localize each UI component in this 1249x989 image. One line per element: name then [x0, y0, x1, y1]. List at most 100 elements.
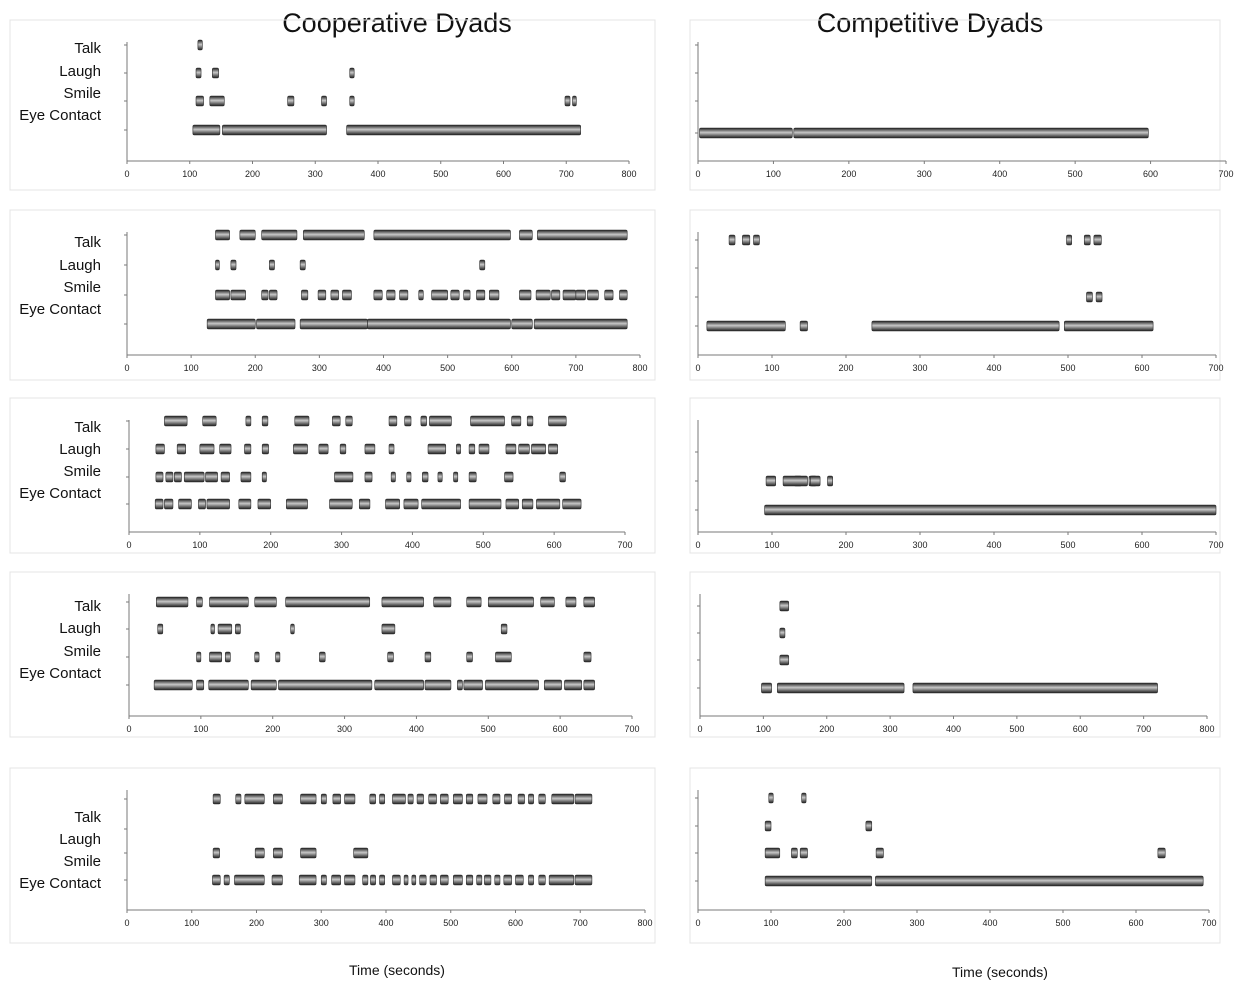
column-title-cooperative: Cooperative Dyads — [282, 8, 512, 38]
behavior-label: Smile — [63, 853, 101, 870]
behavior-interval-bar — [334, 471, 354, 483]
dyad-panel: 0 100 200 300 400 500 600 700 800 — [689, 571, 1221, 738]
behavior-interval-bar — [518, 443, 530, 455]
behavior-interval-bar — [793, 127, 1149, 139]
behavior-interval-bar — [319, 651, 326, 663]
behavior-interval-bar — [419, 874, 427, 886]
behavior-interval-bar — [403, 498, 419, 510]
behavior-interval-bar — [157, 623, 164, 635]
behavior-interval-bar — [422, 471, 429, 483]
behavior-label: Eye Contact — [19, 301, 102, 318]
x-tick-label: 600 — [504, 363, 519, 373]
x-tick-label: 0 — [695, 540, 700, 550]
behavior-interval-bar — [299, 318, 368, 330]
behavior-interval-bar — [387, 651, 394, 663]
x-tick-label: 500 — [433, 169, 448, 179]
behavior-interval-bar — [604, 289, 614, 301]
behavior-interval-bar — [1064, 320, 1154, 332]
x-tick-label: 500 — [1068, 169, 1083, 179]
x-axis-label-right: Time (seconds) — [952, 964, 1048, 980]
behavior-label: Eye Contact — [19, 485, 102, 502]
behavior-interval-bar — [764, 504, 1217, 516]
x-tick-label: 400 — [946, 724, 961, 734]
behavior-interval-bar — [164, 415, 188, 427]
x-tick-label: 700 — [1208, 363, 1223, 373]
dyad-panel: 0 100 200 300 400 500 600 700 — [689, 767, 1221, 944]
behavior-interval-bar — [575, 289, 586, 301]
behavior-interval-bar — [540, 596, 555, 608]
behavior-label: Smile — [63, 463, 101, 480]
behavior-interval-bar — [303, 229, 365, 241]
behavior-interval-bar — [222, 124, 327, 136]
behavior-interval-bar — [1095, 291, 1103, 303]
behavior-interval-bar — [421, 498, 461, 510]
behavior-interval-bar — [424, 651, 432, 663]
behavior-label: Talk — [74, 40, 101, 57]
behavior-interval-bar — [300, 793, 317, 805]
behavior-interval-bar — [468, 443, 476, 455]
behavior-interval-bar — [504, 793, 512, 805]
x-tick-label: 500 — [1060, 540, 1075, 550]
behavior-interval-bar — [535, 289, 551, 301]
behavior-interval-bar — [424, 679, 452, 691]
behavior-interval-bar — [478, 443, 490, 455]
behavior-interval-bar — [548, 443, 558, 455]
x-tick-label: 300 — [909, 918, 924, 928]
x-tick-label: 600 — [553, 724, 568, 734]
behavior-interval-bar — [209, 651, 222, 663]
x-tick-label: 300 — [912, 540, 927, 550]
behavior-interval-bar — [407, 793, 414, 805]
behavior-interval-bar — [286, 498, 308, 510]
x-tick-label: 200 — [265, 724, 280, 734]
x-tick-label: 600 — [1143, 169, 1158, 179]
behavior-interval-bar — [420, 415, 427, 427]
behavior-interval-bar — [456, 443, 461, 455]
behavior-interval-bar — [330, 289, 339, 301]
behavior-interval-bar — [301, 289, 309, 301]
dyad-panel: 0 100 200 300 400 500 600 700 800 Talk Laugh Smile E… — [9, 19, 656, 191]
behavior-interval-bar — [538, 874, 546, 886]
x-tick-label: 600 — [547, 540, 562, 550]
behavior-label: Talk — [74, 598, 101, 615]
behavior-interval-bar — [234, 874, 265, 886]
behavior-interval-bar — [379, 793, 386, 805]
behavior-interval-bar — [495, 651, 512, 663]
behavior-interval-bar — [587, 289, 599, 301]
behavior-interval-bar — [287, 95, 295, 107]
behavior-interval-bar — [362, 874, 369, 886]
behavior-interval-bar — [217, 623, 233, 635]
x-tick-label: 200 — [838, 540, 853, 550]
x-tick-label: 0 — [124, 918, 129, 928]
panel-frame — [9, 767, 656, 944]
behavior-interval-bar — [1093, 234, 1102, 246]
behavior-interval-bar — [463, 289, 471, 301]
behavior-label: Laugh — [59, 620, 101, 637]
x-tick-label: 300 — [308, 169, 323, 179]
behavior-interval-bar — [505, 443, 517, 455]
behavior-interval-bar — [230, 289, 246, 301]
behavior-interval-bar — [320, 793, 327, 805]
x-tick-label: 800 — [637, 918, 652, 928]
behavior-interval-bar — [183, 471, 205, 483]
behavior-label: Laugh — [59, 63, 101, 80]
behavior-interval-bar — [511, 318, 533, 330]
behavior-interval-bar — [212, 793, 221, 805]
behavior-interval-bar — [257, 498, 272, 510]
behavior-interval-bar — [195, 95, 204, 107]
x-tick-label: 400 — [405, 540, 420, 550]
behavior-interval-bar — [202, 415, 217, 427]
behavior-interval-bar — [261, 471, 267, 483]
behavior-interval-bar — [215, 259, 220, 271]
behavior-interval-bar — [533, 318, 628, 330]
behavior-interval-bar — [453, 874, 463, 886]
dyad-panel: 0 100 200 300 400 500 600 700 800 Talk Laugh Smile E… — [9, 767, 656, 944]
x-tick-label: 400 — [982, 918, 997, 928]
x-tick-label: 300 — [314, 918, 329, 928]
x-tick-label: 100 — [766, 169, 781, 179]
behavior-interval-bar — [492, 793, 501, 805]
x-tick-label: 300 — [334, 540, 349, 550]
behavior-interval-bar — [299, 259, 306, 271]
behavior-interval-bar — [528, 874, 534, 886]
behavior-interval-bar — [871, 320, 1060, 332]
